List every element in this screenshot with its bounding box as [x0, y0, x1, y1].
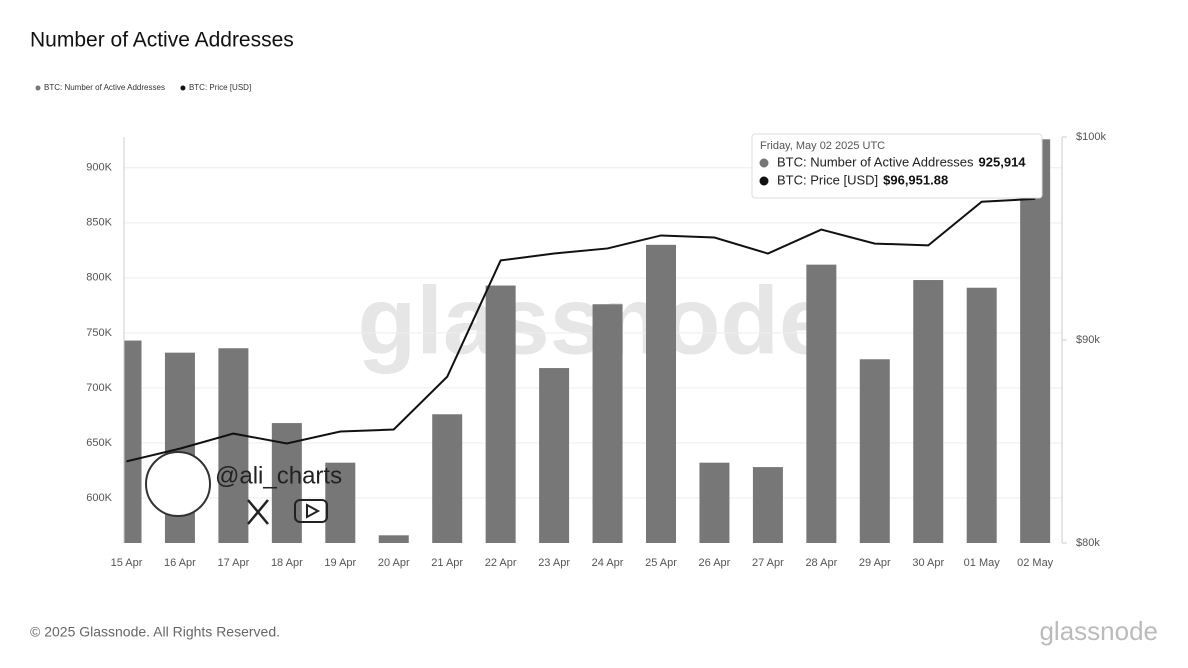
chart-title: Number of Active Addresses: [30, 29, 294, 52]
x-tick-label: 26 Apr: [699, 557, 731, 569]
tooltip-name: BTC: Price [USD]: [777, 172, 878, 187]
y-tick-label: 650K: [86, 437, 112, 449]
x-tick-label: 15 Apr: [111, 557, 143, 569]
x-tick-label: 28 Apr: [805, 557, 837, 569]
legend-label: BTC: Price [USD]: [189, 83, 251, 92]
bar: [432, 414, 463, 543]
x-icon: [247, 499, 269, 525]
x-tick-label: 18 Apr: [271, 557, 303, 569]
y-tick-label: 900K: [86, 162, 112, 174]
bar: [913, 280, 944, 543]
bar: [539, 368, 570, 543]
tooltip-dot: [759, 158, 769, 168]
legend-dot: [35, 85, 41, 91]
y2-tick-label: $90k: [1076, 334, 1100, 346]
x-tick-label: 29 Apr: [859, 557, 891, 569]
bar: [859, 359, 890, 543]
price-line: [126, 197, 1036, 463]
bar: [752, 467, 783, 543]
tooltip-name: BTC: Number of Active Addresses: [777, 154, 974, 169]
tooltip-title: Friday, May 02 2025 UTC: [760, 140, 885, 152]
footer: © 2025 Glassnode. All Rights Reserved.: [30, 624, 280, 640]
tooltip-value: $96,951.88: [883, 172, 948, 187]
bar: [218, 348, 249, 543]
x-tick-label: 19 Apr: [324, 557, 356, 569]
youtube-icon: [294, 499, 328, 523]
bar: [485, 285, 516, 543]
x-tick-label: 23 Apr: [538, 557, 570, 569]
bar: [966, 287, 997, 543]
x-tick-label: 01 May: [964, 557, 1001, 569]
tooltip-box: [751, 133, 1043, 199]
x-tick-label: 27 Apr: [752, 557, 784, 569]
x-tick-label: 30 Apr: [912, 557, 944, 569]
x-tick-label: 24 Apr: [592, 557, 624, 569]
x-tick-label: 22 Apr: [485, 557, 517, 569]
x-tick-label: 02 May: [1017, 557, 1054, 569]
legend-dot: [180, 85, 186, 91]
y2-tick-label: $80k: [1076, 537, 1100, 549]
youtube-play: [306, 503, 321, 519]
y2-tick-label: $100k: [1076, 131, 1106, 143]
bar: [378, 535, 409, 543]
y-tick-label: 700K: [86, 382, 112, 394]
bar: [646, 244, 676, 543]
y-tick-label: 600K: [86, 492, 112, 504]
y-tick-label: 850K: [86, 217, 112, 229]
y-tick-label: 800K: [86, 272, 112, 284]
y-tick-label: 750K: [86, 327, 112, 339]
bar: [1020, 139, 1051, 543]
handle: @ali_charts: [215, 462, 342, 489]
bar: [325, 462, 356, 543]
x-tick-label: 17 Apr: [217, 557, 249, 569]
x-tick-label: 21 Apr: [431, 557, 463, 569]
x-tick-label: 16 Apr: [164, 557, 196, 569]
tooltip-dot: [759, 176, 769, 186]
bar: [806, 264, 837, 543]
tooltip-value: 925,914: [979, 154, 1027, 169]
logo: glassnode: [1039, 616, 1158, 646]
x-tick-label: 20 Apr: [378, 557, 410, 569]
avatar: [145, 451, 211, 517]
bar: [592, 304, 623, 543]
x-tick-label: 25 Apr: [645, 557, 677, 569]
bar: [124, 340, 142, 543]
bar: [699, 462, 730, 543]
legend-label: BTC: Number of Active Addresses: [44, 83, 165, 92]
